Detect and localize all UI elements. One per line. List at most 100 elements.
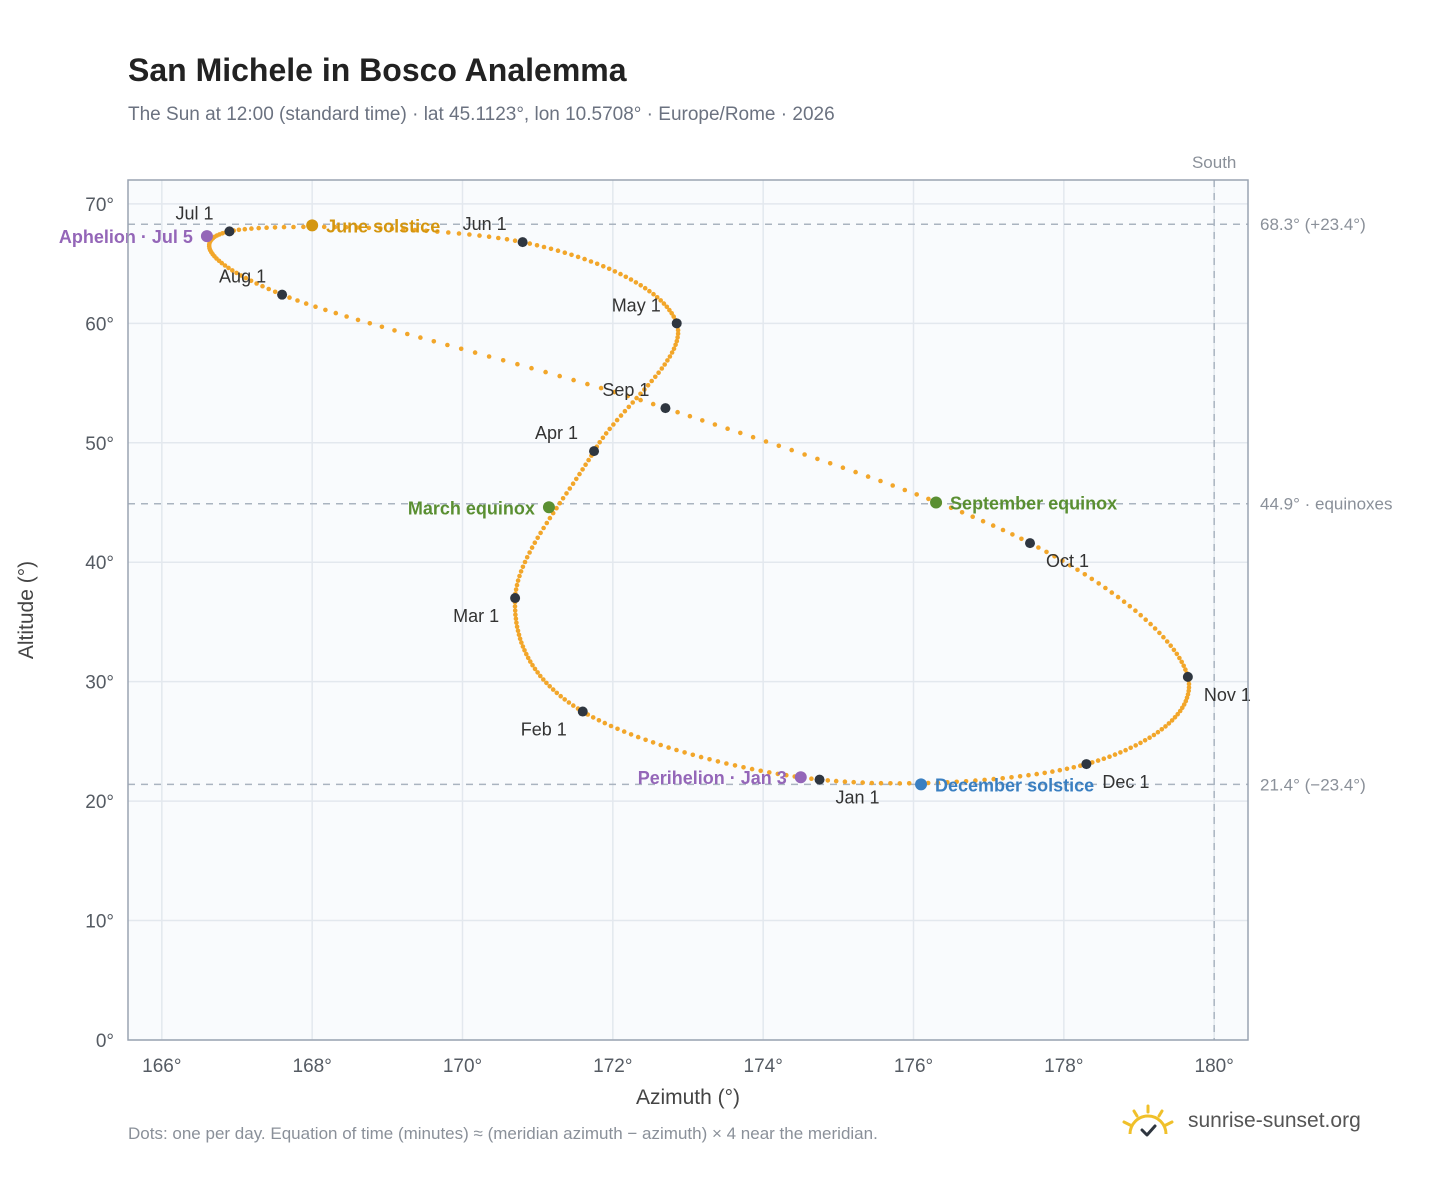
daily-dot xyxy=(412,227,418,233)
daily-dot xyxy=(524,555,530,560)
daily-dot xyxy=(642,387,647,392)
daily-dot xyxy=(669,311,674,316)
daily-dot xyxy=(524,651,529,657)
daily-dot xyxy=(789,447,794,453)
month-marker xyxy=(1025,538,1036,549)
daily-dot xyxy=(650,740,656,745)
month-marker xyxy=(224,226,235,237)
daily-dot xyxy=(1138,612,1143,618)
daily-dot xyxy=(784,772,789,778)
daily-dot xyxy=(541,677,546,682)
daily-dot xyxy=(1010,532,1015,537)
daily-dot xyxy=(1000,776,1005,781)
daily-dot xyxy=(564,491,569,496)
daily-dot xyxy=(612,269,618,274)
daily-dot xyxy=(673,342,678,348)
daily-dot xyxy=(1163,724,1168,729)
daily-dot xyxy=(1157,630,1162,636)
reference-line-label: 44.9° · equinoxes xyxy=(1260,495,1393,514)
reference-line-label: 21.4° (−23.4°) xyxy=(1260,775,1366,794)
daily-dot xyxy=(571,377,576,383)
daily-dot xyxy=(547,515,553,521)
daily-dot xyxy=(1019,536,1024,542)
month-label: Oct 1 xyxy=(1046,551,1089,571)
daily-dot xyxy=(515,628,521,634)
daily-dot xyxy=(418,335,423,340)
daily-dot xyxy=(570,481,576,487)
daily-dot xyxy=(649,378,654,384)
daily-dot xyxy=(1128,745,1133,751)
daily-dot xyxy=(628,277,634,282)
daily-dot xyxy=(674,747,679,753)
month-label: Sep 1 xyxy=(602,380,649,400)
daily-dot xyxy=(558,693,563,699)
daily-dot xyxy=(366,225,372,231)
daily-dot xyxy=(725,426,730,432)
daily-dot xyxy=(611,422,616,427)
month-marker xyxy=(1182,671,1193,682)
daily-dot xyxy=(1075,567,1080,573)
y-tick-label: 30° xyxy=(85,673,114,694)
event-label: September equinox xyxy=(950,494,1117,514)
x-tick-label: 166° xyxy=(142,1056,181,1077)
daily-dot xyxy=(544,520,550,526)
daily-dot xyxy=(715,759,721,764)
daily-dot xyxy=(853,469,858,475)
event-marker xyxy=(915,778,928,791)
daily-dot xyxy=(446,230,451,235)
event-label: Aphelion · Jul 5 xyxy=(59,227,193,247)
daily-dot xyxy=(557,500,563,506)
daily-dot xyxy=(1152,626,1158,631)
daily-dot xyxy=(1017,774,1023,779)
daily-dot xyxy=(222,263,228,268)
daily-dot xyxy=(590,715,596,720)
daily-dot xyxy=(504,237,510,242)
month-marker xyxy=(660,403,671,414)
plot-area xyxy=(128,180,1248,1040)
y-tick-label: 40° xyxy=(85,553,114,574)
event-marker xyxy=(306,219,319,232)
daily-dot xyxy=(1009,775,1014,780)
daily-dot xyxy=(658,298,663,303)
daily-dot xyxy=(389,226,395,232)
daily-dot xyxy=(825,778,831,783)
daily-dot xyxy=(528,659,533,664)
daily-dot xyxy=(1071,765,1077,770)
daily-dot xyxy=(515,361,520,367)
month-label: Dec 1 xyxy=(1102,772,1149,792)
daily-dot xyxy=(643,737,648,743)
daily-dot xyxy=(1183,667,1188,672)
event-label: March equinox xyxy=(408,498,535,518)
daily-dot xyxy=(842,779,848,784)
daily-dot xyxy=(638,397,643,403)
axes: 166° 168° 170° 172° 174° 176° 178° 180° 0° 10° 20°… xyxy=(85,195,1234,1077)
daily-dot xyxy=(1155,729,1161,735)
daily-dot xyxy=(1181,663,1186,669)
daily-dot xyxy=(767,770,772,775)
daily-dot xyxy=(1036,545,1041,550)
month-markers: Jan 1 Feb 1 Mar 1 Apr 1 May 1 Jun 1 Jul 1 Aug 1… xyxy=(175,203,1250,807)
daily-dot xyxy=(635,734,641,740)
sun-logo-icon xyxy=(1122,1104,1174,1137)
daily-dot xyxy=(517,573,522,579)
daily-dot xyxy=(557,373,562,379)
daily-dot xyxy=(687,413,693,419)
daily-dot xyxy=(1171,647,1177,653)
daily-dot xyxy=(538,673,543,679)
daily-dot xyxy=(1172,715,1178,720)
daily-dot xyxy=(260,283,265,289)
daily-dot xyxy=(392,328,397,333)
reference-line-label: 68.3° (+23.4°) xyxy=(1260,215,1366,234)
daily-dot xyxy=(1107,754,1112,759)
daily-dot xyxy=(623,274,629,280)
daily-dot xyxy=(607,426,612,432)
daily-dot xyxy=(522,559,528,565)
daily-dot xyxy=(343,224,349,230)
daily-dot xyxy=(585,381,590,387)
daily-dot xyxy=(980,518,986,524)
daily-dot xyxy=(1123,747,1128,753)
daily-dot xyxy=(496,235,501,241)
daily-dot xyxy=(548,246,554,252)
daily-dot xyxy=(675,331,681,337)
